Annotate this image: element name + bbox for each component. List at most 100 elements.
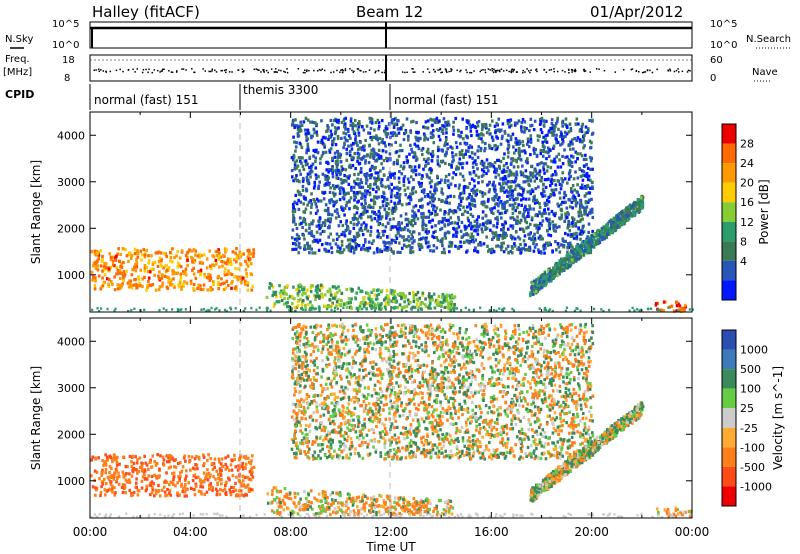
echo-cell xyxy=(315,238,319,242)
echo-cell xyxy=(572,252,575,256)
echo-cell xyxy=(517,203,520,207)
echo-cell xyxy=(454,141,458,145)
echo-cell xyxy=(508,203,512,207)
echo-cell xyxy=(502,156,505,160)
echo-cell xyxy=(359,170,363,174)
nave-point xyxy=(220,69,222,72)
echo-cell xyxy=(385,156,388,161)
echo-cell xyxy=(455,165,459,169)
nave-point xyxy=(305,70,308,73)
echo-cell xyxy=(178,256,182,260)
ground-scatter-cell xyxy=(133,307,136,310)
echo-cell xyxy=(608,219,611,224)
echo-cell xyxy=(530,285,534,289)
echo-cell xyxy=(517,119,521,123)
echo-cell xyxy=(154,288,158,292)
echo-cell xyxy=(230,273,234,277)
echo-cell xyxy=(318,180,321,184)
echo-cell xyxy=(427,220,431,224)
echo-cell xyxy=(398,224,401,228)
echo-cell xyxy=(500,184,503,189)
echo-cell xyxy=(543,208,547,212)
echo-cell xyxy=(550,130,553,134)
echo-cell xyxy=(541,140,544,144)
echo-cell xyxy=(561,178,565,183)
echo-cell xyxy=(434,187,438,191)
echo-cell xyxy=(328,201,332,205)
echo-cell xyxy=(426,245,430,249)
nave-point xyxy=(313,69,315,72)
echo-cell xyxy=(390,143,393,147)
echo-cell xyxy=(589,243,593,247)
echo-cell xyxy=(324,241,328,245)
echo-cell xyxy=(560,264,563,268)
echo-cell xyxy=(381,200,385,204)
echo-cell xyxy=(308,226,311,230)
echo-cell xyxy=(424,297,427,301)
echo-cell xyxy=(133,251,137,256)
echo-cell xyxy=(211,287,214,291)
echo-cell xyxy=(347,144,350,148)
echo-cell xyxy=(557,127,560,131)
echo-cell xyxy=(352,156,355,160)
echo-cell xyxy=(588,139,592,143)
echo-cell xyxy=(489,228,492,232)
echo-cell xyxy=(199,270,203,274)
echo-cell xyxy=(376,219,379,223)
echo-cell xyxy=(529,207,532,211)
ground-scatter-cell xyxy=(511,307,514,311)
echo-cell xyxy=(371,187,375,191)
echo-cell xyxy=(634,205,637,209)
echo-cell xyxy=(451,154,455,159)
echo-cell xyxy=(290,156,294,160)
echo-cell xyxy=(586,166,590,170)
echo-cell xyxy=(409,247,413,251)
echo-cell xyxy=(592,237,596,241)
echo-cell xyxy=(421,215,425,220)
echo-cell xyxy=(134,269,138,273)
echo-cell xyxy=(470,232,474,236)
colorbar-tick-label: 12 xyxy=(740,216,754,229)
echo-cell xyxy=(296,128,300,132)
echo-cell xyxy=(409,143,412,147)
echo-cell xyxy=(300,161,303,165)
echo-cell xyxy=(358,146,362,150)
echo-cell xyxy=(499,128,503,132)
echo-cell xyxy=(287,305,291,309)
echo-cell xyxy=(547,233,550,237)
echo-cell xyxy=(519,157,523,162)
ground-scatter-cell xyxy=(207,308,210,312)
echo-cell xyxy=(494,175,498,179)
echo-cell xyxy=(298,246,302,250)
echo-cell xyxy=(133,278,136,282)
echo-cell xyxy=(420,152,424,157)
echo-cell xyxy=(231,250,235,254)
echo-cell xyxy=(129,251,132,255)
echo-cell xyxy=(396,293,400,297)
nave-label: Nave xyxy=(752,67,778,78)
echo-cell xyxy=(321,141,325,145)
echo-cell xyxy=(376,171,380,175)
echo-cell xyxy=(246,283,250,287)
echo-cell xyxy=(376,250,379,254)
echo-cell xyxy=(109,257,113,262)
echo-cell xyxy=(238,250,242,254)
echo-cell xyxy=(301,164,305,168)
echo-cell xyxy=(126,281,130,285)
echo-cell xyxy=(443,210,447,214)
echo-cell xyxy=(544,185,548,190)
echo-cell xyxy=(303,244,307,248)
echo-cell xyxy=(209,266,213,271)
echo-cell xyxy=(360,157,364,161)
echo-cell xyxy=(246,248,249,253)
echo-cell xyxy=(511,211,515,215)
echo-cell xyxy=(377,217,380,221)
echo-cell xyxy=(177,263,181,267)
echo-cell xyxy=(372,156,376,161)
echo-cell xyxy=(390,192,393,196)
echo-cell xyxy=(356,121,360,126)
echo-cell xyxy=(554,188,558,192)
echo-cell xyxy=(427,209,431,213)
echo-cell xyxy=(525,126,528,131)
echo-cell xyxy=(295,202,299,206)
